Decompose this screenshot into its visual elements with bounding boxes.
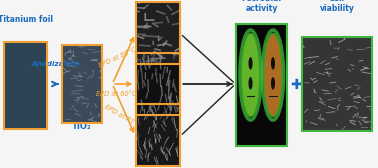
Ellipse shape <box>264 33 282 117</box>
Bar <box>4 42 47 129</box>
Text: TiO₂: TiO₂ <box>72 122 92 131</box>
Bar <box>136 104 180 166</box>
Bar <box>4 42 47 129</box>
Text: Cell
viability: Cell viability <box>320 0 355 13</box>
Text: ✚: ✚ <box>290 78 301 92</box>
Bar <box>302 37 372 131</box>
Bar <box>236 24 287 146</box>
Bar <box>302 37 372 131</box>
Bar <box>62 45 102 123</box>
Ellipse shape <box>248 57 253 70</box>
Bar <box>136 2 180 64</box>
Bar <box>136 53 180 115</box>
Bar <box>136 104 180 166</box>
Bar <box>236 24 287 146</box>
Text: EPD at 60°C: EPD at 60°C <box>96 91 137 97</box>
Ellipse shape <box>271 57 275 70</box>
Ellipse shape <box>271 77 275 90</box>
Text: Anodization: Anodization <box>32 61 80 67</box>
Ellipse shape <box>241 33 260 117</box>
Ellipse shape <box>248 77 253 90</box>
Bar <box>136 53 180 115</box>
Text: EPD at RT: EPD at RT <box>104 103 135 125</box>
Text: EPD at 80°C: EPD at 80°C <box>98 46 138 68</box>
Text: Titanium foil: Titanium foil <box>0 14 53 24</box>
Bar <box>62 45 102 123</box>
Bar <box>136 2 180 64</box>
Text: Microbial
activity: Microbial activity <box>242 0 282 13</box>
